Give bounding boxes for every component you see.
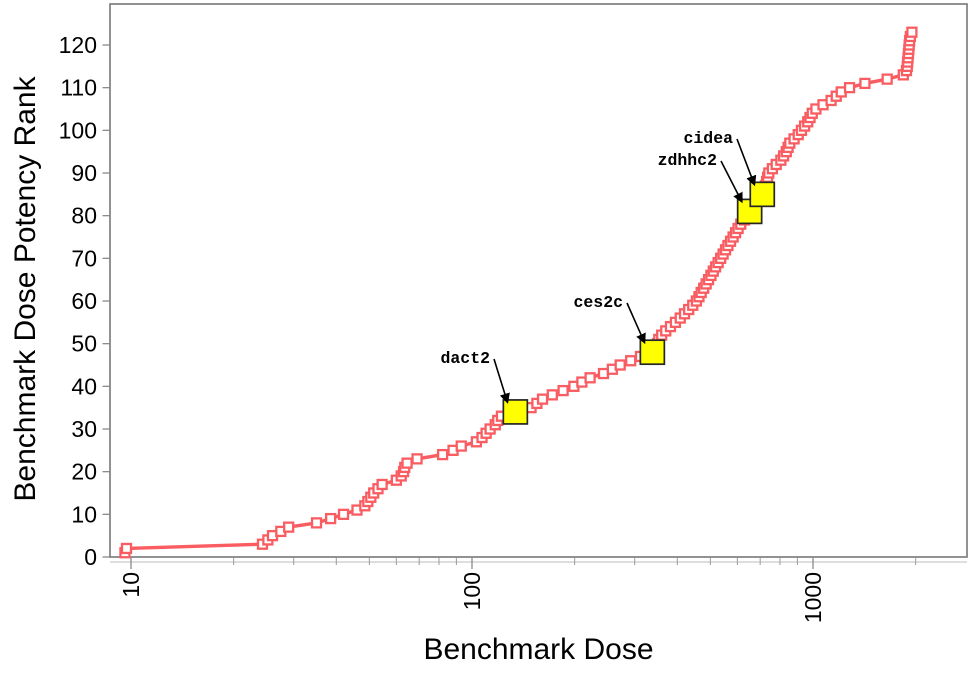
x-tick-label: 100 <box>459 572 485 610</box>
y-tick-label: 40 <box>71 373 97 399</box>
data-point-marker <box>120 542 133 555</box>
data-point-marker <box>557 384 569 397</box>
gene-label-ces2c: ces2c <box>573 293 623 312</box>
data-point-marker <box>881 73 893 85</box>
y-axis-title: Benchmark Dose Potency Rank <box>9 76 42 502</box>
y-tick-label: 110 <box>60 75 97 101</box>
data-point-marker <box>324 512 337 525</box>
highlighted-point-dact2 <box>502 399 529 425</box>
data-point-marker <box>597 367 610 380</box>
data-point-marker <box>584 372 596 384</box>
y-tick-label: 120 <box>59 32 97 58</box>
y-tick-label: 100 <box>59 117 97 143</box>
data-point-marker <box>411 453 423 465</box>
data-point-marker <box>614 359 626 371</box>
y-tick-label: 90 <box>71 160 97 186</box>
data-point-marker <box>455 440 467 452</box>
data-point-marker <box>536 393 549 405</box>
annotation-arrow-zdhhc2 <box>720 160 743 204</box>
y-tick-label: 60 <box>71 288 97 314</box>
highlighted-point-cidea <box>749 181 776 208</box>
y-tick-label: 30 <box>71 416 97 442</box>
annotation-arrow-cidea <box>736 138 757 187</box>
x-axis-title: Benchmark Dose <box>423 633 654 666</box>
data-point-marker <box>401 457 413 469</box>
data-point-marker <box>625 355 637 367</box>
data-point-marker <box>283 521 295 533</box>
data-point-marker <box>376 478 388 491</box>
y-tick-label: 80 <box>71 203 97 229</box>
highlighted-point-ces2c <box>639 339 666 366</box>
x-tick-label: 1000 <box>800 572 826 623</box>
data-point-marker <box>337 508 350 520</box>
y-tick-label: 70 <box>71 245 97 271</box>
gene-label-cidea: cidea <box>683 129 733 148</box>
y-tick-label: 50 <box>71 331 97 357</box>
y-tick-label: 10 <box>71 501 97 527</box>
series-line <box>123 30 914 555</box>
y-tick-label: 0 <box>84 544 97 570</box>
data-point-marker <box>859 77 871 90</box>
annotation-arrow-ces2c <box>626 302 646 345</box>
gene-label-dact2: dact2 <box>440 349 490 368</box>
plot-frame <box>109 3 968 558</box>
data-point-marker <box>546 389 558 401</box>
annotation-arrow-dact2 <box>493 358 510 404</box>
data-point-marker <box>436 448 449 461</box>
gene-label-zdhhc2: zdhhc2 <box>658 151 717 170</box>
data-point-marker <box>906 26 918 38</box>
y-tick-label: 20 <box>71 459 97 485</box>
x-tick-label: 10 <box>118 572 144 598</box>
data-point-marker <box>843 82 856 94</box>
data-point-marker <box>310 517 323 529</box>
